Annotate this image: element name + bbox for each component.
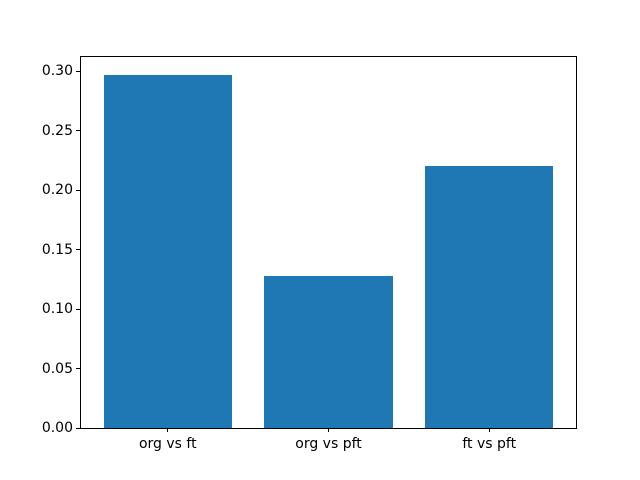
x-tick-label: org vs ft — [138, 436, 197, 452]
x-tick-label: org vs pft — [295, 436, 362, 452]
y-tick-label: 0.30 — [41, 63, 73, 80]
bar — [264, 275, 393, 428]
x-tick — [488, 428, 490, 432]
y-tick — [76, 368, 80, 370]
y-tick — [76, 130, 80, 132]
y-tick-label: 0.10 — [41, 301, 73, 318]
y-tick — [76, 427, 80, 429]
y-tick-label: 0.05 — [41, 360, 73, 377]
x-tick — [167, 428, 169, 432]
y-tick — [76, 70, 80, 72]
y-tick — [76, 249, 80, 251]
bar — [424, 166, 554, 428]
y-tick — [76, 308, 80, 310]
axes: 0.00 0.05 0.10 0.15 0.20 0.25 0.30 org vs ft org… — [42, 56, 577, 452]
y-tick-label: 0.15 — [41, 241, 73, 258]
y-tick-label: 0.00 — [41, 420, 73, 436]
y-tick-label: 0.20 — [41, 182, 73, 199]
y-tick — [76, 189, 80, 191]
x-tick — [328, 428, 329, 432]
bar — [103, 74, 233, 428]
y-tick-label: 0.25 — [41, 122, 73, 139]
x-tick-label: ft vs pft — [462, 436, 517, 452]
